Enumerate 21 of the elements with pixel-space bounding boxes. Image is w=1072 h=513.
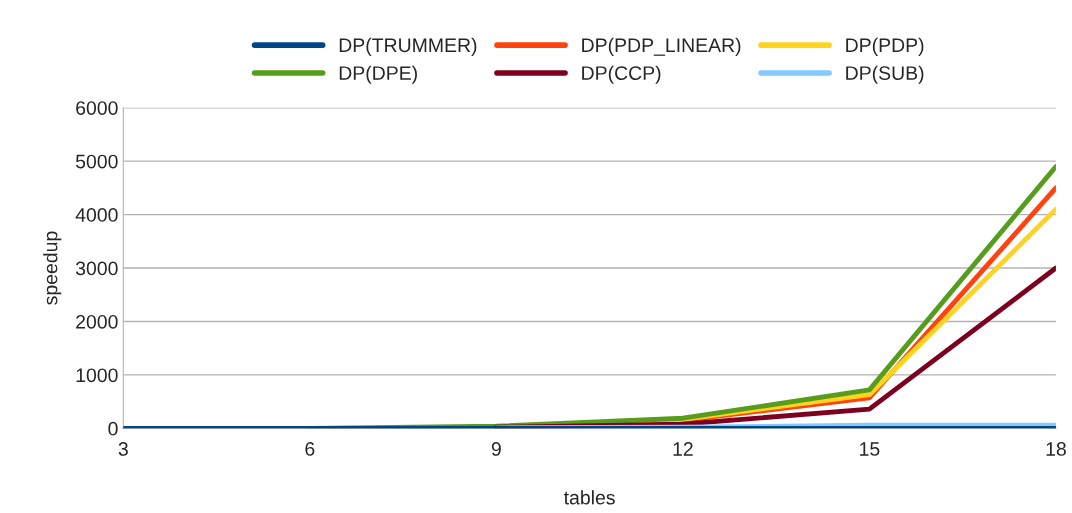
x-tick-label: 18: [1046, 442, 1066, 456]
y-tick-label: 4000: [75, 208, 118, 222]
legend-label: DP(SUB): [846, 65, 924, 84]
x-tick-label: 3: [118, 442, 128, 456]
y-tick-label: 2000: [76, 314, 118, 329]
y-tick-label: 5000: [75, 154, 118, 169]
y-tick-label: 6000: [76, 101, 118, 115]
x-tick-label: 15: [860, 442, 880, 456]
legend-label: DP(TRUMMER): [339, 37, 477, 56]
legend-label: DP(CCP): [582, 65, 661, 84]
legend-label: DP(PDP_LINEAR): [582, 37, 741, 56]
y-tick-label: 1000: [76, 368, 118, 383]
x-tick-label: 9: [491, 442, 501, 456]
x-axis-title: tables: [563, 490, 615, 505]
legend-label: DP(DPE): [339, 65, 417, 84]
y-tick-label: 3000: [75, 261, 118, 276]
y-axis-title: speedup: [43, 231, 62, 305]
x-tick-label: 6: [305, 442, 315, 456]
legend-label: DP(PDP): [846, 37, 924, 56]
x-tick-label: 12: [673, 442, 693, 456]
y-tick-label: 0: [108, 421, 118, 436]
